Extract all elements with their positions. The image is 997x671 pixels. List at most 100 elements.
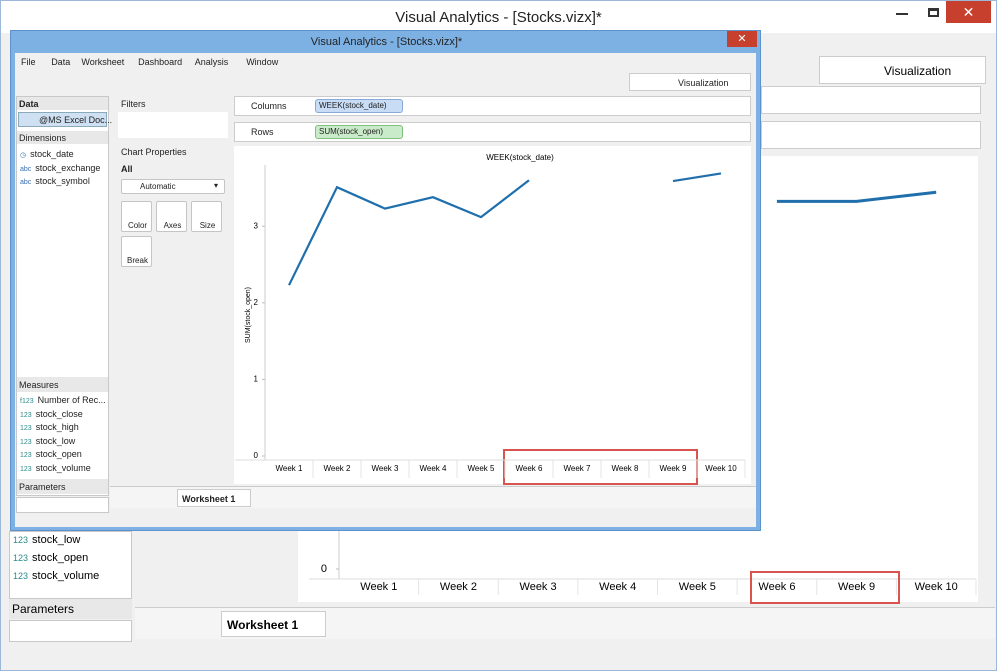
sheet-tab[interactable]: Worksheet 1 [177,489,251,507]
x-tick-label: Week 1 [360,581,397,593]
measures-list: 123 stock_low 123 stock_open 123 stock_volume [9,531,132,599]
maximize-button[interactable] [928,8,939,17]
button-label: Axes [163,221,182,230]
tab-label: Visualization [678,78,729,88]
field-name: stock_symbol [35,176,90,186]
field-icon: 123 [20,452,32,460]
field-name: stock_open [32,552,89,564]
field-name: Number of Rec... [37,395,106,405]
field-icon: abc [20,179,32,186]
x-tick-label: Week 9 [838,581,875,593]
rows-shelf [761,121,981,149]
field-name: stock_volume [32,570,100,582]
measures-header: Measures [17,377,108,392]
property-buttons: Color Axes Size Break [121,201,226,271]
field-item: 123 stock_open [13,552,88,564]
x-tick-label: Week 3 [520,581,557,593]
menu-item[interactable]: Window [246,57,279,67]
parameters-input[interactable] [9,620,132,642]
button-label: Break [127,256,148,265]
columns-pill[interactable]: WEEK(stock_date) [315,99,403,113]
parameters-header: Parameters [17,479,108,494]
close-button[interactable]: ✕ [946,1,991,23]
field-icon: 123 [20,425,32,433]
sheet-tab[interactable]: Worksheet 1 [221,611,326,637]
visualization-tab[interactable]: Visualization [819,56,986,84]
y-tick-label: 0 [321,563,327,575]
x-tick-label: Week 5 [679,581,716,593]
minimize-button[interactable] [896,13,908,15]
data-line [776,190,937,203]
property-button[interactable]: Axes [156,201,187,232]
close-button[interactable]: ✕ [727,31,757,47]
field-item: abc stock_symbol [20,176,90,186]
window-title: Visual Analytics - [Stocks.vizx]* [310,36,463,48]
property-button[interactable]: Color [121,201,152,232]
x-tick-label: Week 4 [599,581,636,593]
menu-item[interactable]: Worksheet [81,57,125,67]
field-icon: 123 [20,466,32,473]
measures-list: f123 Number of Rec... 123 stock_close 123 sto… [17,393,108,477]
visualization-tab[interactable]: Visualization [629,73,751,91]
data-source[interactable]: @MS Excel Doc... [18,112,112,127]
field-name: stock_high [35,422,79,433]
source-label: @MS Excel Doc... [39,115,113,125]
field-icon: 123 [20,411,32,419]
field-item: f123 Number of Rec... [20,395,106,405]
columns-shelf [761,86,981,114]
columns-shelf: Columns WEEK(stock_date) [234,96,751,116]
field-name: stock_low [32,534,81,546]
mark-type-dropdown[interactable]: Automatic ▾ [121,179,225,194]
rows-pill[interactable]: SUM(stock_open) [315,125,403,139]
menu-item[interactable]: File [21,57,36,67]
menu-item[interactable]: Data [51,57,71,67]
field-icon: 123 [20,438,32,446]
property-button[interactable]: Size [191,201,222,232]
x-tick-label: Week 10 [915,581,958,593]
front-window: Visual Analytics - [Stocks.vizx]* ✕ File… [10,30,761,531]
field-icon: 123 [13,553,29,563]
rows-shelf: Rows SUM(stock_open) [234,122,751,142]
menu-item[interactable]: Dashboard [138,57,183,67]
field-name: stock_low [35,435,76,446]
columns-label: Columns [251,101,287,111]
x-tick-label: Week 2 [440,581,477,593]
field-name: stock_exchange [35,162,101,173]
title-bar: Visual Analytics - [Stocks.vizx]* ✕ [1,1,996,33]
field-item: 123 stock_high [20,422,79,432]
dimensions-label: Dimensions [19,133,67,143]
field-item: 123 stock_volume [13,570,99,582]
chart-properties-panel: Chart Properties All Automatic ▾ Color Axe… [118,145,228,295]
field-item: 123 stock_open [20,449,82,459]
window-title: Visual Analytics - [Stocks.vizx]* [395,9,602,26]
chart-properties-label: Chart Properties [121,147,187,157]
chart-area [234,146,751,484]
sheet-tab-label: Worksheet 1 [227,618,299,632]
data-header: Data [17,97,108,110]
filters-label: Filters [121,99,146,109]
button-label: Color [127,221,148,230]
property-button[interactable]: Break [121,236,152,267]
measures-label: Measures [19,380,59,390]
field-item: 123 stock_low [13,534,80,546]
field-name: stock_date [30,149,74,159]
button-label: Size [199,221,216,230]
tab-label: Visualization [884,64,952,78]
sheet-tab-label: Worksheet 1 [182,494,236,504]
data-panel: Data @MS Excel Doc... Dimensions ◷ stock_… [16,96,112,496]
field-name: stock_volume [35,463,91,473]
window-body: File Data Worksheet Dashboard Analysis Window… [15,53,756,527]
mark-type: Automatic [140,182,176,191]
menu-item[interactable]: Analysis [194,57,229,67]
rows-label: Rows [251,127,274,137]
dimensions-header: Dimensions [17,131,108,144]
field-name: stock_close [35,408,83,419]
parameters-label: Parameters [12,602,75,616]
filters-panel: Filters [118,96,228,138]
field-item: ◷ stock_date [20,149,74,159]
parameters-input[interactable] [16,497,109,513]
highlight-box [750,571,900,604]
field-icon: 123 [13,535,29,545]
